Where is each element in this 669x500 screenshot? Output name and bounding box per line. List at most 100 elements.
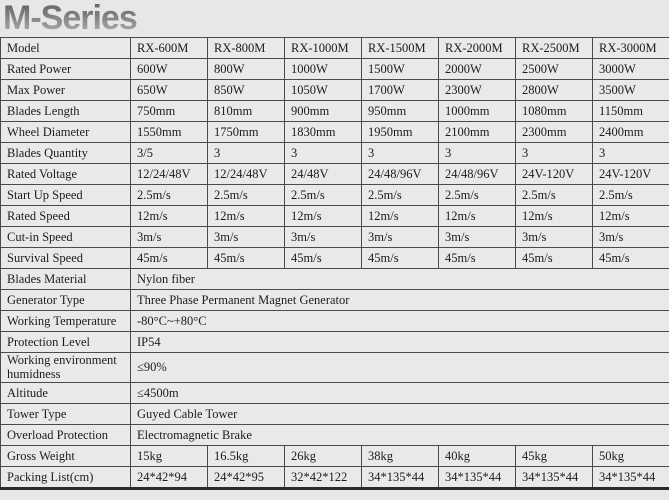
spec-cell: 34*135*44: [361, 465, 439, 490]
table-row-rated-power: Rated Power 600W 800W 1000W 1500W 2000W …: [0, 58, 669, 80]
spec-cell: 2.5m/s: [130, 184, 208, 206]
table-row-cut-in-speed: Cut-in Speed 3m/s 3m/s 3m/s 3m/s 3m/s 3m…: [0, 226, 669, 248]
spec-cell: 3500W: [592, 79, 669, 101]
spec-cell: 1750mm: [207, 121, 285, 143]
spec-cell-merged: Guyed Cable Tower: [130, 402, 669, 425]
row-label: Overload Protection: [0, 423, 131, 446]
row-label: Cut-in Speed: [0, 226, 131, 248]
spec-cell: 50kg: [592, 444, 669, 467]
spec-cell: 3: [592, 142, 669, 164]
spec-cell: 38kg: [361, 444, 439, 467]
spec-cell: 1550mm: [130, 121, 208, 143]
spec-cell: 2300W: [438, 79, 516, 101]
spec-cell: 1000W: [284, 58, 362, 80]
spec-cell: 1830mm: [284, 121, 362, 143]
spec-cell: 2400mm: [592, 121, 669, 143]
spec-cell: 12m/s: [130, 205, 208, 227]
spec-cell: 650W: [130, 79, 208, 101]
spec-cell: 24V-120V: [592, 163, 669, 185]
spec-cell: 3: [361, 142, 439, 164]
spec-cell: 3m/s: [284, 226, 362, 248]
table-row-survival-speed: Survival Speed 45m/s 45m/s 45m/s 45m/s 4…: [0, 247, 669, 269]
spec-cell: 750mm: [130, 100, 208, 122]
model-name-cell: RX-3000M: [592, 37, 669, 59]
spec-cell: 26kg: [284, 444, 362, 467]
row-label: Generator Type: [0, 289, 131, 311]
table-row-blades-material: Blades Material Nylon fiber: [0, 268, 669, 290]
table-row-protection-level: Protection Level IP54: [0, 331, 669, 353]
spec-cell: 45kg: [515, 444, 593, 467]
table-row-max-power: Max Power 650W 850W 1050W 1700W 2300W 28…: [0, 79, 669, 101]
spec-cell: 2000W: [438, 58, 516, 80]
table-row-rated-voltage: Rated Voltage 12/24/48V 12/24/48V 24/48V…: [0, 163, 669, 185]
row-label: Max Power: [0, 79, 131, 101]
model-name-cell: RX-2000M: [438, 37, 516, 59]
table-row-blades-quantity: Blades Quantity 3/5 3 3 3 3 3 3: [0, 142, 669, 164]
row-label: Packing List(cm): [0, 465, 131, 490]
spec-cell: 850W: [207, 79, 285, 101]
spec-cell: 3: [515, 142, 593, 164]
row-label: Working Temperature: [0, 310, 131, 332]
spec-cell: 2.5m/s: [438, 184, 516, 206]
spec-cell-merged: ≤90%: [130, 352, 669, 383]
spec-cell: 45m/s: [592, 247, 669, 269]
header-row: Model RX-600M RX-800M RX-1000M RX-1500M …: [0, 37, 669, 59]
model-name-cell: RX-1500M: [361, 37, 439, 59]
spec-cell: 2.5m/s: [284, 184, 362, 206]
spec-cell: 900mm: [284, 100, 362, 122]
spec-cell-merged: Electromagnetic Brake: [130, 423, 669, 446]
spec-cell: 24V-120V: [515, 163, 593, 185]
spec-cell: 34*135*44: [515, 465, 593, 490]
spec-cell: 1150mm: [592, 100, 669, 122]
spec-cell: 3m/s: [361, 226, 439, 248]
model-name-cell: RX-800M: [207, 37, 285, 59]
spec-cell: 45m/s: [284, 247, 362, 269]
row-label: Blades Quantity: [0, 142, 131, 164]
model-name-cell: RX-2500M: [515, 37, 593, 59]
row-label: Blades Length: [0, 100, 131, 122]
spec-cell: 12m/s: [284, 205, 362, 227]
spec-cell: 3: [207, 142, 285, 164]
row-label: Tower Type: [0, 402, 131, 425]
spec-cell: 3m/s: [592, 226, 669, 248]
spec-cell: 3000W: [592, 58, 669, 80]
spec-cell: 3m/s: [130, 226, 208, 248]
model-name-cell: RX-600M: [130, 37, 208, 59]
spec-cell: 12m/s: [361, 205, 439, 227]
spec-cell: 1000mm: [438, 100, 516, 122]
spec-cell: 3: [438, 142, 516, 164]
spec-cell: 12m/s: [592, 205, 669, 227]
spec-cell: 1080mm: [515, 100, 593, 122]
table-row-gross-weight: Gross Weight 15kg 16.5kg 26kg 38kg 40kg …: [0, 444, 669, 467]
table-row-overload-protection: Overload Protection Electromagnetic Brak…: [0, 423, 669, 446]
spec-cell: 2.5m/s: [361, 184, 439, 206]
spec-cell: 3m/s: [207, 226, 285, 248]
spec-cell: 24/48/96V: [438, 163, 516, 185]
spec-cell: 24/48/96V: [361, 163, 439, 185]
table-row-tower-type: Tower Type Guyed Cable Tower: [0, 402, 669, 425]
row-label: Start Up Speed: [0, 184, 131, 206]
spec-cell: 1500W: [361, 58, 439, 80]
spec-cell: 24/48V: [284, 163, 362, 185]
row-label: Protection Level: [0, 331, 131, 353]
spec-cell: 2.5m/s: [515, 184, 593, 206]
spec-cell: 45m/s: [515, 247, 593, 269]
spec-cell: 45m/s: [130, 247, 208, 269]
spec-cell: 810mm: [207, 100, 285, 122]
spec-cell: 40kg: [438, 444, 516, 467]
table-row-working-environment-humidness: Working environment humidness ≤90%: [0, 352, 669, 383]
spec-cell: 2300mm: [515, 121, 593, 143]
row-label: Working environment humidness: [0, 352, 131, 383]
spec-cell: 12/24/48V: [207, 163, 285, 185]
spec-cell: 34*135*44: [592, 465, 669, 490]
spec-cell: 24*42*94: [130, 465, 208, 490]
row-label: Blades Material: [0, 268, 131, 290]
model-name-cell: RX-1000M: [284, 37, 362, 59]
row-label: Altitude: [0, 381, 131, 404]
spec-cell: 2.5m/s: [207, 184, 285, 206]
spec-cell: 45m/s: [438, 247, 516, 269]
spec-table: Model RX-600M RX-800M RX-1000M RX-1500M …: [0, 37, 669, 490]
spec-cell-merged: Three Phase Permanent Magnet Generator: [130, 289, 669, 311]
spec-cell-merged: IP54: [130, 331, 669, 353]
